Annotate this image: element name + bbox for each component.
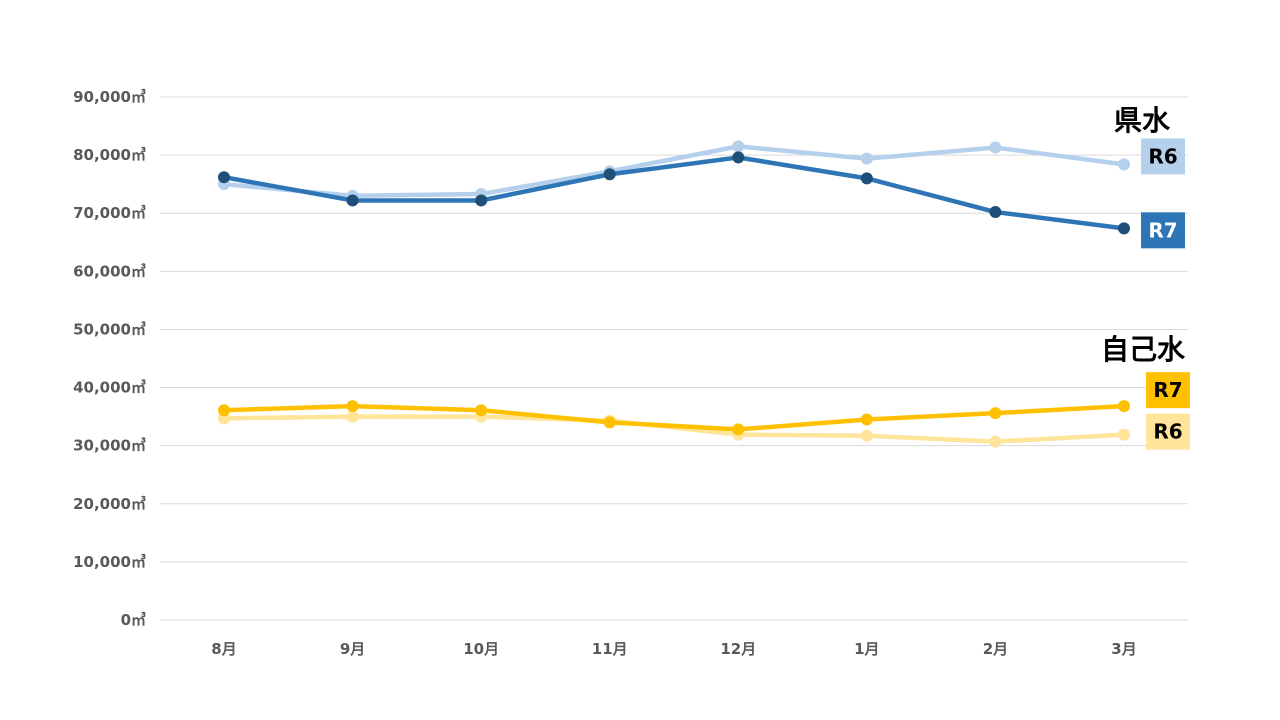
y-tick-label: 60,000㎥ — [73, 262, 146, 280]
y-tick-label: 40,000㎥ — [73, 379, 146, 397]
group-label-kensui: 県水 — [1114, 104, 1171, 137]
x-tick-label: 3月 — [1111, 640, 1136, 658]
data-point — [732, 423, 745, 436]
series-name-label: R6 — [1153, 420, 1182, 444]
data-point — [603, 168, 616, 181]
badge-background — [1146, 372, 1190, 409]
y-tick-label: 10,000㎥ — [73, 553, 146, 571]
x-tick-label: 2月 — [983, 640, 1008, 658]
y-tick-label: 70,000㎥ — [73, 204, 146, 222]
series-line — [221, 403, 1127, 432]
data-point — [603, 416, 616, 429]
series-kensui-r7 — [218, 151, 1130, 235]
group-label-jikosui: 自己水 — [1101, 333, 1186, 366]
y-tick-label: 0㎥ — [121, 611, 146, 629]
badge-background — [1146, 413, 1190, 450]
data-point — [346, 194, 359, 207]
data-point — [989, 141, 1002, 154]
x-tick-label: 12月 — [720, 640, 756, 658]
data-point — [860, 429, 873, 442]
y-axis-ticks: 0㎥ 10,000㎥ 20,000㎥ 30,000㎥ 40,000㎥ 50,000㎥ 60,… — [73, 88, 146, 629]
series-badge-jikosui-r6: R6 — [1146, 413, 1190, 450]
series-name-label: R7 — [1153, 378, 1182, 402]
y-tick-label: 50,000㎥ — [73, 320, 146, 338]
y-tick-label: 80,000㎥ — [73, 146, 146, 164]
series-kensui-r6 — [218, 140, 1130, 202]
x-tick-label: 9月 — [340, 640, 365, 658]
annotations: 県水 自己水 R6 R7 R6 R7 — [1101, 104, 1190, 450]
data-point — [860, 413, 873, 426]
data-point — [732, 151, 745, 164]
data-point — [218, 404, 230, 417]
data-point — [218, 171, 230, 184]
x-axis-ticks: 8月 9月 10月 11月 12月 1月 2月 3月 — [211, 640, 1136, 658]
x-tick-label: 11月 — [592, 640, 628, 658]
data-point — [989, 435, 1002, 448]
gridlines — [160, 96, 1188, 621]
y-tick-label: 20,000㎥ — [73, 495, 146, 513]
series-line — [221, 414, 1127, 444]
data-point — [732, 140, 745, 153]
series-name-label: R7 — [1148, 218, 1177, 242]
series-badge-kensui-r7: R7 — [1141, 212, 1185, 249]
series-line — [221, 155, 1127, 231]
series-lines — [218, 140, 1130, 448]
data-point — [860, 172, 873, 185]
data-point — [475, 194, 488, 207]
data-point — [475, 404, 488, 417]
data-point — [1118, 158, 1130, 171]
series-name-label: R6 — [1148, 144, 1177, 168]
data-point — [346, 410, 359, 423]
series-badge-jikosui-r7: R7 — [1146, 372, 1190, 409]
series-jikosui-r7 — [218, 400, 1130, 436]
data-point — [860, 152, 873, 165]
y-tick-label: 30,000㎥ — [73, 437, 146, 455]
data-point — [346, 400, 359, 413]
badge-background — [1141, 212, 1185, 249]
x-tick-label: 10月 — [463, 640, 499, 658]
x-tick-label: 1月 — [854, 640, 879, 658]
badge-background — [1141, 138, 1185, 175]
series-line — [221, 144, 1127, 199]
y-tick-label: 90,000㎥ — [73, 88, 146, 106]
data-point — [1118, 222, 1130, 235]
data-point — [1118, 400, 1130, 413]
data-point — [1118, 428, 1130, 441]
series-badge-kensui-r6: R6 — [1141, 138, 1185, 175]
x-tick-label: 8月 — [211, 640, 236, 658]
data-point — [989, 206, 1002, 219]
data-point — [989, 407, 1002, 420]
